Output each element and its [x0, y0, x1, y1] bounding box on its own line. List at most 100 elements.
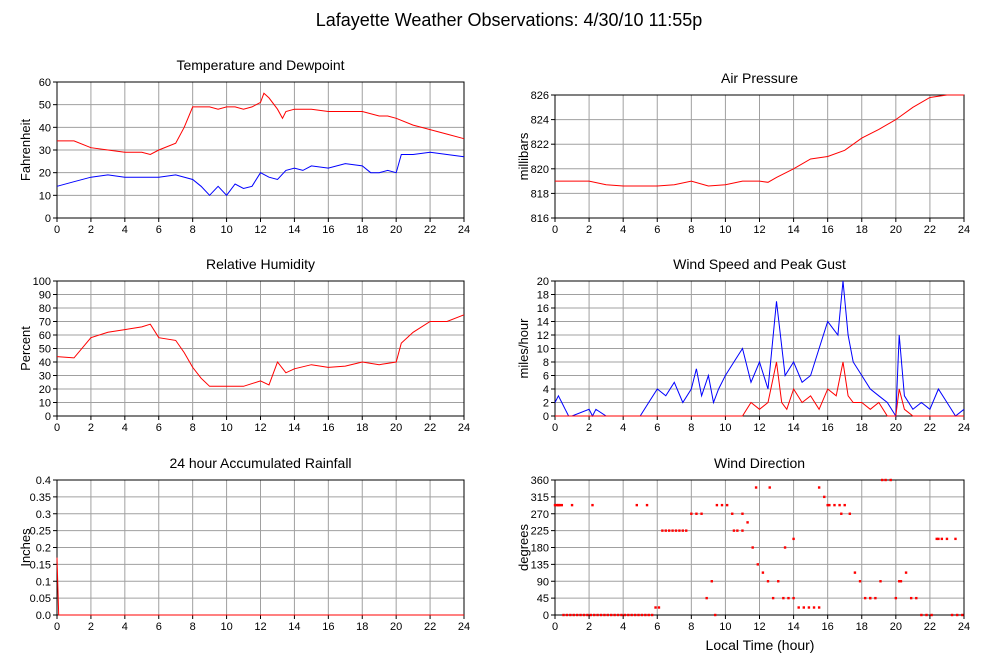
data-point [582, 613, 586, 617]
y-tick-label: 824 [531, 115, 549, 127]
x-tick-label: 4 [122, 224, 128, 236]
chart-title: Temperature and Dewpoint [176, 57, 344, 73]
x-tick-label: 24 [958, 224, 970, 236]
data-point [560, 503, 564, 507]
data-point [909, 596, 913, 600]
x-tick-label: 20 [390, 224, 402, 236]
y-tick-label: 2 [543, 398, 549, 410]
data-point [565, 613, 569, 617]
y-tick-label: 20 [537, 276, 549, 288]
series-line-0 [57, 92, 465, 156]
y-tick-label: 20 [39, 168, 51, 180]
data-point [657, 606, 661, 609]
x-tick-label: 0 [552, 422, 558, 434]
data-point [553, 503, 557, 507]
data-point [754, 486, 758, 489]
x-tick-label: 8 [190, 621, 196, 633]
data-point [586, 613, 589, 617]
data-point [954, 537, 957, 541]
data-point [700, 512, 703, 515]
data-point [802, 606, 806, 609]
chart-title: Wind Direction [714, 455, 805, 471]
x-tick-label: 20 [390, 422, 402, 434]
y-tick-label: 50 [39, 100, 51, 112]
y-tick-label: 8 [543, 357, 549, 369]
x-tick-label: 2 [586, 422, 592, 434]
data-point [685, 529, 688, 532]
x-tick-label: 16 [822, 621, 834, 633]
data-point [869, 596, 872, 600]
x-tick-label: 2 [88, 422, 94, 434]
data-point [817, 606, 821, 609]
y-tick-label: 10 [537, 344, 549, 356]
data-point [935, 537, 938, 541]
x-tick-label: 20 [390, 621, 402, 633]
y-axis-label: millibars [516, 132, 531, 180]
data-point [899, 580, 903, 583]
data-point [575, 613, 579, 617]
data-point [894, 596, 898, 600]
data-point [562, 613, 565, 617]
x-tick-label: 6 [156, 621, 162, 633]
data-point [557, 503, 560, 507]
x-tick-label: 20 [890, 422, 902, 434]
x-tick-label: 16 [822, 422, 834, 434]
data-point [863, 596, 867, 600]
y-tick-label: 6 [543, 371, 549, 383]
data-point [690, 512, 693, 515]
x-tick-label: 22 [424, 621, 436, 633]
x-tick-label: 0 [54, 422, 60, 434]
x-tick-label: 16 [322, 621, 334, 633]
data-point [797, 606, 800, 609]
y-tick-label: 818 [531, 188, 549, 200]
data-point [715, 503, 719, 507]
data-point [572, 613, 575, 617]
data-point [720, 503, 724, 507]
data-point [940, 537, 944, 541]
y-tick-label: 816 [531, 213, 549, 225]
x-tick-label: 2 [88, 224, 94, 236]
y-tick-label: 30 [39, 145, 51, 157]
data-point [623, 613, 627, 617]
y-tick-label: 18 [537, 290, 549, 302]
x-tick-label: 12 [254, 621, 266, 633]
data-point [858, 580, 862, 583]
y-axis-label: Percent [18, 326, 33, 371]
y-tick-label: 820 [531, 164, 549, 176]
data-point [644, 613, 647, 617]
data-point [961, 613, 964, 617]
data-point [592, 613, 596, 617]
data-point [732, 529, 736, 532]
y-tick-label: 826 [531, 90, 549, 102]
data-point [817, 486, 821, 489]
data-point [736, 529, 739, 532]
data-point [879, 580, 882, 583]
data-point [674, 529, 678, 532]
x-tick-label: 24 [458, 621, 470, 633]
y-tick-label: 90 [39, 290, 51, 302]
data-point [930, 613, 933, 617]
x-tick-label: 18 [856, 621, 868, 633]
data-point [725, 503, 729, 507]
y-tick-label: 0.4 [36, 475, 51, 487]
y-tick-label: 0.2 [36, 543, 51, 555]
data-point [848, 512, 852, 515]
plot-frame [554, 94, 965, 219]
x-tick-label: 10 [220, 621, 232, 633]
data-point [637, 613, 640, 617]
data-point [741, 512, 744, 515]
chart-title: Air Pressure [721, 70, 798, 86]
data-point [650, 613, 654, 617]
series-line-0 [56, 314, 465, 387]
series-line-0 [555, 94, 964, 187]
data-point [881, 478, 884, 482]
y-tick-label: 315 [531, 492, 549, 504]
x-tick-label: 8 [190, 224, 196, 236]
plot-frame [56, 280, 465, 417]
data-point [884, 478, 887, 482]
y-tick-label: 20 [39, 384, 51, 396]
data-point [731, 512, 734, 515]
